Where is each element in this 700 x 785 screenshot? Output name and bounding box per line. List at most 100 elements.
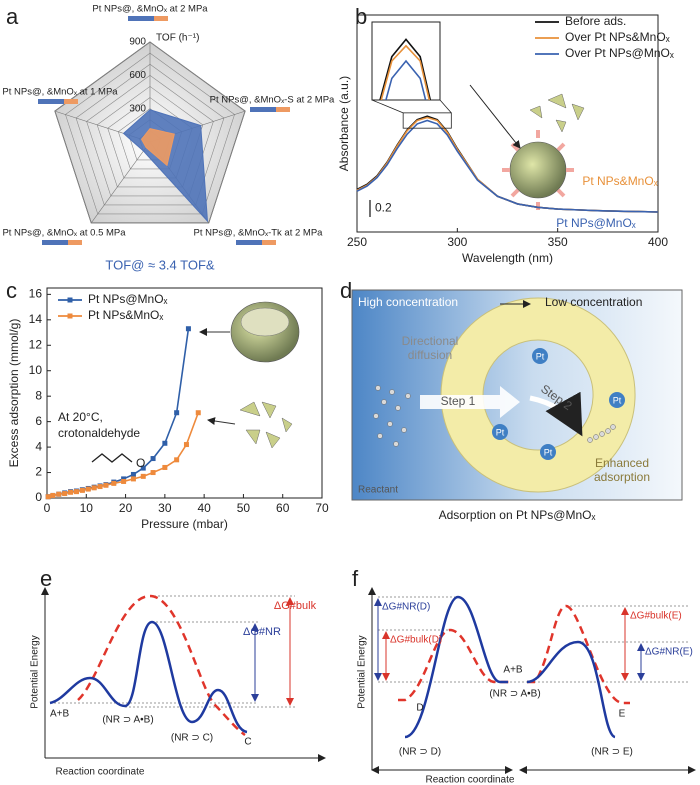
annotation: Pt NPs@MnOₓ <box>556 216 636 230</box>
plot-frame <box>46 287 323 499</box>
zoom-connector <box>439 99 452 114</box>
y-axis-title: Excess adsorption (mmol/g) <box>7 319 21 468</box>
x-tick-label: 70 <box>315 501 329 515</box>
step-arrow <box>420 386 520 418</box>
nanoparticle-illustration <box>469 84 585 210</box>
annotation: At 20°C, <box>58 410 103 424</box>
state-label: (NR ⊃ A•B) <box>102 715 153 726</box>
annotation: crotonaldehyde <box>58 426 140 440</box>
category-label: Pt NPs@, &MnOₓ-Tk at 2 MPa <box>194 228 324 239</box>
state-label: A+B <box>503 665 523 676</box>
marker <box>68 489 74 495</box>
x-tick-label: 40 <box>197 501 211 515</box>
grid-ring <box>96 86 204 188</box>
marker <box>174 457 180 463</box>
bulk-path <box>398 604 630 705</box>
y-tick-label: 6 <box>35 414 42 428</box>
state-label: C <box>244 737 251 748</box>
energy-label: ΔG#bulk <box>274 600 317 612</box>
marker <box>45 494 51 500</box>
pt-label: Pt <box>613 395 622 405</box>
annotation: Pt NPs&MnOₓ <box>582 174 657 188</box>
marker <box>185 326 191 332</box>
category-label: Pt NPs@, &MnOₓ at 2 MPa <box>92 4 208 15</box>
panel-label: e <box>40 566 52 591</box>
radar-axis <box>90 141 151 224</box>
y-tick-label: 12 <box>29 337 43 351</box>
energy-label: ΔG#bulk(E) <box>630 611 682 622</box>
state-label: (NR ⊃ C) <box>171 733 213 744</box>
adsorption-label: adsorption <box>594 470 650 484</box>
diagram-e: ΔG#bulk ΔG#NR A+B (NR ⊃ A•B) (NR ⊃ C) C … <box>30 587 326 778</box>
r-axis-title: TOF (h⁻¹) <box>156 33 199 44</box>
x-tick-label: 50 <box>237 501 251 515</box>
marker <box>140 473 146 479</box>
legend-swatch <box>128 16 154 21</box>
marker <box>103 482 109 488</box>
grid-ring <box>65 52 235 215</box>
annotation: TOF@ ≈ 3.4 TOF& <box>105 257 215 272</box>
legend-swatch <box>262 240 276 245</box>
pt-label: Pt <box>536 351 545 361</box>
panel-label: d <box>340 278 352 303</box>
radar-series <box>140 128 175 167</box>
x-tick-label: 30 <box>158 501 172 515</box>
concentration-label: Low concentration <box>545 295 642 309</box>
legend-label: Pt NPs@MnOₓ <box>88 292 168 306</box>
step-label: Step 1 <box>441 394 476 408</box>
axis-title: Potential Energy <box>357 635 368 708</box>
x-tick-label: 60 <box>276 501 290 515</box>
y-tick-label: 14 <box>29 312 43 326</box>
series-line <box>356 119 659 213</box>
y-tick-label: 2 <box>35 465 42 479</box>
legend-swatch <box>250 107 276 112</box>
pt-sites <box>492 348 625 460</box>
adsorption-label: Enhanced <box>595 456 649 470</box>
r-tick-label: 900 <box>129 37 146 48</box>
marker <box>56 491 62 497</box>
energy-label: ΔG#bulk(D) <box>390 635 442 646</box>
x-tick-label: 20 <box>119 501 133 515</box>
axis-title: Reaction coordinate <box>56 767 145 778</box>
marker <box>183 442 189 448</box>
state-label: E <box>619 709 626 720</box>
legend-label: Before ads. <box>565 14 626 28</box>
legend-label: Pt NPs&MnOₓ <box>88 308 163 322</box>
step-arrow <box>529 391 583 437</box>
plot-frame <box>356 14 659 233</box>
caption: Adsorption on Pt NPs@MnOₓ <box>439 508 596 522</box>
state-label: (NR ⊃ D) <box>399 747 441 758</box>
grid-ring <box>75 63 225 206</box>
nanoreactor-path <box>404 595 616 739</box>
grid-ring <box>86 74 214 197</box>
state-label: A+B <box>50 709 70 720</box>
y-tick-label: 0 <box>35 490 42 504</box>
marker <box>121 478 127 484</box>
marker <box>85 486 91 492</box>
x-axis-title: Pressure (mbar) <box>141 517 228 531</box>
x-tick-label: 400 <box>648 235 668 249</box>
marker <box>150 470 156 476</box>
x-tick-label: 250 <box>347 235 367 249</box>
marker <box>62 491 68 497</box>
x-tick-label: 10 <box>80 501 94 515</box>
marker <box>162 464 168 470</box>
y-tick-label: 10 <box>29 363 43 377</box>
x-axis-title: Wavelength (nm) <box>462 251 553 265</box>
marker <box>150 456 156 462</box>
diagram-d: Pt Pt Pt Pt High concentration Low conce… <box>351 289 683 522</box>
nanoreactor-path <box>49 620 248 734</box>
legend-label: Over Pt NPs&MnOₓ <box>565 30 670 44</box>
panel-label: f <box>352 566 359 591</box>
x-tick-label: 300 <box>447 235 467 249</box>
state-label: D <box>416 703 423 714</box>
legend-swatch <box>154 16 168 21</box>
zoom-region <box>402 112 452 129</box>
legend-swatch <box>276 107 290 112</box>
pt-label: Pt <box>496 427 505 437</box>
category-label: Pt NPs@, &MnOₓ at 0.5 MPa <box>2 228 126 239</box>
state-label: (NR ⊃ A•B) <box>489 689 540 700</box>
energy-label: ΔG#NR(D) <box>382 602 430 613</box>
